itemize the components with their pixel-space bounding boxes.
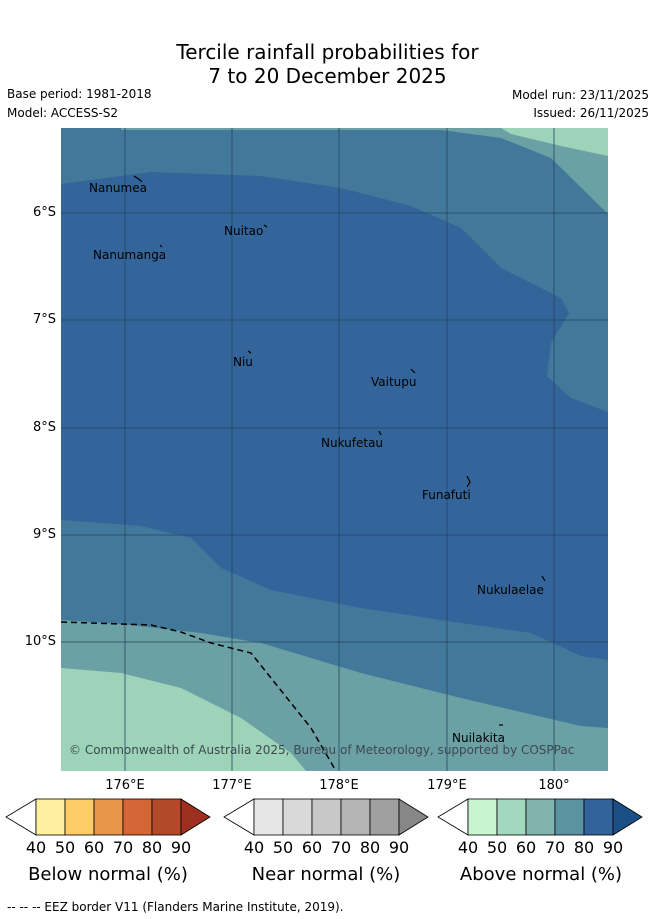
probability-map: Nanumea Nuitao Nanumanga Niu Vaitupu Nuk… — [61, 128, 608, 771]
tick-label: 40 — [243, 838, 265, 857]
tick-label: 60 — [515, 838, 537, 857]
colorbar-label-above: Above normal (%) — [459, 864, 623, 885]
tick-label: 60 — [301, 838, 323, 857]
model-name: Model: ACCESS-S2 — [7, 106, 119, 120]
issued-date: Issued: 26/11/2025 — [533, 106, 649, 120]
lon-label: 177°E — [212, 778, 252, 793]
tick-label: 90 — [170, 838, 192, 857]
colorbar-segment — [151, 798, 182, 836]
island-label: Nanumanga — [93, 248, 166, 262]
colorbar-segment — [496, 798, 527, 836]
island-mark-nanumea — [133, 175, 143, 183]
colorbar-label-near: Near normal (%) — [251, 864, 401, 885]
island-markers — [133, 175, 546, 726]
island-mark-nukulaelae — [541, 575, 546, 582]
colorbar-segment — [253, 798, 284, 836]
tick-label: 80 — [573, 838, 595, 857]
lon-label: 176°E — [105, 778, 145, 793]
lon-label: 178°E — [319, 778, 359, 793]
model-run: Model run: 23/11/2025 — [511, 88, 649, 102]
tick-label: 40 — [25, 838, 47, 857]
contour-50-top — [501, 128, 608, 156]
tick-label: 40 — [457, 838, 479, 857]
tick-label: 50 — [54, 838, 76, 857]
title-line-1: Tercile rainfall probabilities for — [176, 40, 479, 64]
colorbar-above-normal — [437, 798, 643, 836]
island-label: Nukulaelae — [477, 583, 544, 597]
tick-label: 80 — [359, 838, 381, 857]
tick-label: 60 — [83, 838, 105, 857]
colorbar-extend-high — [398, 798, 429, 836]
colorbar-near-normal — [223, 798, 429, 836]
colorbar-segment — [93, 798, 124, 836]
lat-label: 8°S — [32, 420, 56, 435]
colorbar-extend-low — [223, 798, 255, 836]
title-line-2: 7 to 20 December 2025 — [208, 64, 447, 88]
contour-50-bottom — [61, 668, 306, 771]
colorbar-segment — [35, 798, 66, 836]
island-label: Nuilakita — [452, 731, 505, 745]
tick-label: 70 — [330, 838, 352, 857]
island-label: Nuitao — [224, 224, 263, 238]
chart-title: Tercile rainfall probabilities for 7 to … — [0, 40, 655, 88]
island-label: Nukufetau — [321, 436, 383, 450]
lat-label: 7°S — [32, 312, 56, 327]
island-mark-nukufetau — [378, 430, 382, 436]
island-label: Vaitupu — [371, 375, 417, 389]
colorbar-segment — [525, 798, 556, 836]
colorbars — [5, 798, 643, 836]
eez-legend-footer: -- -- -- EEZ border V11 (Flanders Marine… — [7, 900, 344, 914]
tick-label: 70 — [112, 838, 134, 857]
tick-label: 80 — [141, 838, 163, 857]
colorbar-extend-low — [437, 798, 469, 836]
tick-label: 90 — [388, 838, 410, 857]
island-label: Nanumea — [89, 181, 147, 195]
colorbar-segment — [122, 798, 153, 836]
lat-label: 9°S — [32, 527, 56, 542]
island-mark-niu — [247, 350, 252, 354]
island-label: Funafuti — [422, 488, 471, 502]
colorbar-segment — [369, 798, 400, 836]
colorbar-extend-high — [612, 798, 643, 836]
lon-label: 180° — [538, 778, 570, 793]
colorbar-label-below: Below normal (%) — [28, 864, 188, 885]
island-mark-funafuti — [466, 475, 471, 488]
base-period: Base period: 1981-2018 — [7, 87, 152, 101]
tick-label: 50 — [486, 838, 508, 857]
eez-border — [61, 621, 337, 771]
colorbar-segment — [583, 798, 614, 836]
tick-label: 90 — [602, 838, 624, 857]
lon-label: 179°E — [427, 778, 467, 793]
island-mark-vaitupu — [410, 368, 416, 374]
island-mark-nuitao — [263, 224, 268, 228]
colorbar-segment — [554, 798, 585, 836]
island-label: Niu — [233, 355, 253, 369]
colorbar-extend-low — [5, 798, 37, 836]
copyright-notice: © Commonwealth of Australia 2025, Bureau… — [69, 743, 574, 757]
colorbar-segment — [340, 798, 371, 836]
colorbar-segment — [467, 798, 498, 836]
lat-label: 10°S — [24, 634, 56, 649]
tick-label: 70 — [544, 838, 566, 857]
tick-label: 50 — [272, 838, 294, 857]
lat-label: 6°S — [32, 205, 56, 220]
island-mark-nanumanga — [159, 244, 163, 248]
colorbar-segment — [282, 798, 313, 836]
colorbar-below-normal — [5, 798, 211, 836]
contour-80 — [61, 172, 608, 660]
colorbar-segment — [64, 798, 95, 836]
colorbar-extend-high — [180, 798, 211, 836]
graticule — [61, 128, 608, 771]
colorbar-segment — [311, 798, 342, 836]
